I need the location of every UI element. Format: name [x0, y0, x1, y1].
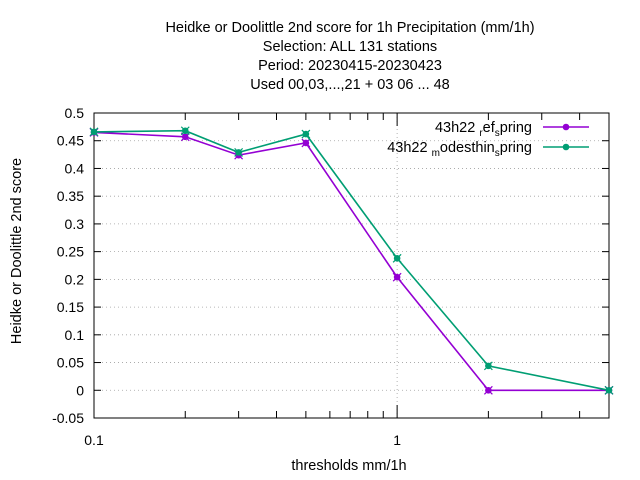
legend-label-text: 43h22	[387, 140, 431, 156]
legend-marker-1	[562, 123, 570, 131]
chart-subtitle-line-2: Period: 20230415-20230423	[258, 58, 442, 74]
legend-label-text: odesthin	[440, 140, 495, 156]
y-tick-label: -0.05	[52, 410, 84, 426]
y-tick-label: 0.05	[57, 355, 84, 371]
y-tick-label: 0.1	[65, 327, 85, 343]
legend-label-text: 43h22	[435, 120, 479, 136]
series-line-1	[93, 131, 609, 392]
series-layer	[89, 126, 614, 395]
chart-title-line: Heidke or Doolittle 2nd score for 1h Pre…	[165, 20, 534, 36]
y-tick-label: 0.15	[57, 299, 84, 315]
legend-marker-2	[562, 143, 570, 151]
data-point-cross	[301, 138, 311, 148]
legend-label-2: 43h22 modesthinspring	[387, 140, 532, 159]
y-tick-label: 0.2	[65, 271, 85, 287]
y-tick-label: 0.4	[65, 160, 85, 176]
data-point-cross	[392, 253, 402, 263]
legend-label-subscript: m	[432, 148, 440, 159]
data-point-cross	[180, 126, 190, 136]
x-tick-label: 1	[393, 432, 401, 448]
legend-label-1: 43h22 refspring	[435, 120, 532, 139]
legend-label-subscript: s	[495, 148, 500, 159]
y-tick-label: 0.35	[57, 188, 84, 204]
y-tick-label: 0.3	[65, 216, 85, 232]
y-tick-label: 0.45	[57, 133, 84, 149]
y-tick-label: 0.5	[65, 105, 85, 121]
legend-label-text: ef	[483, 120, 496, 136]
y-axis-label: Heidke or Doolittle 2nd score	[9, 158, 25, 344]
grid	[94, 113, 609, 418]
axes: -0.05 0 0.05 0.1 0.15 0.2 0.25 0.3 0.35 0.4 0.45 0.…	[52, 105, 610, 448]
data-point-cross	[604, 385, 614, 395]
x-tick-label: 0.1	[84, 432, 104, 448]
chart-title: Heidke or Doolittle 2nd score for 1h Pre…	[165, 20, 534, 93]
y-tick-label: 0	[76, 382, 84, 398]
x-axis-label: thresholds mm/1h	[291, 458, 406, 474]
data-point-cross	[234, 147, 244, 157]
data-point-cross	[301, 129, 311, 139]
legend-label-subscript: r	[479, 128, 483, 139]
data-point-cross	[483, 361, 493, 371]
chart-subtitle-line-1: Selection: ALL 131 stations	[263, 39, 437, 55]
series-line-2	[93, 129, 610, 392]
chart-subtitle-line-3: Used 00,03,...,21 + 03 06 ... 48	[250, 77, 450, 93]
data-point-cross	[483, 385, 493, 395]
legend-label-subscript: s	[495, 128, 500, 139]
legend-label-text: pring	[500, 120, 532, 136]
plot-border	[93, 112, 610, 419]
data-point-cross	[392, 272, 402, 282]
legend-label-text: pring	[500, 140, 532, 156]
y-tick-label: 0.25	[57, 244, 84, 260]
data-point-cross	[89, 127, 99, 137]
